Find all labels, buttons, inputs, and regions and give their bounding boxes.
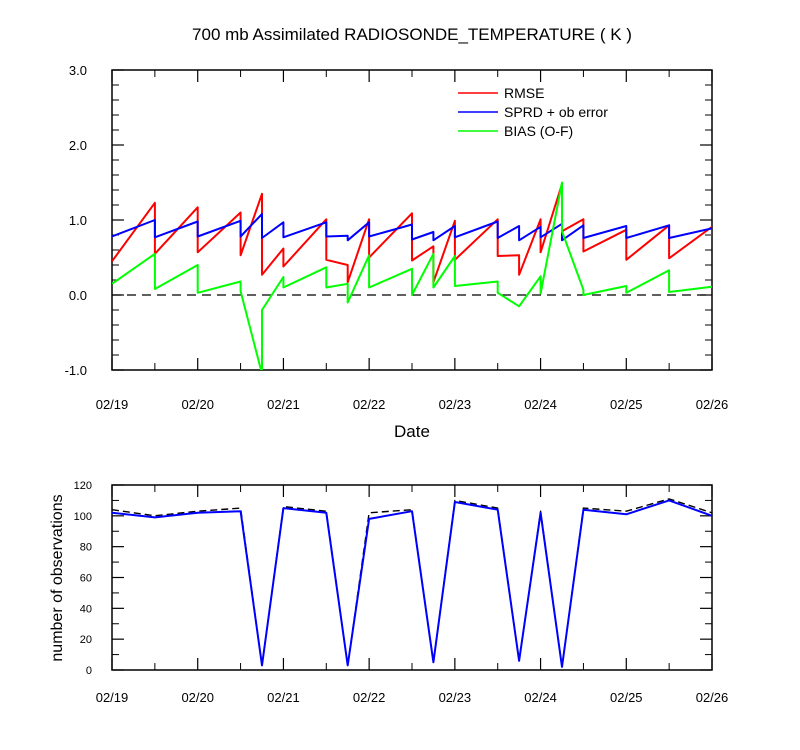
y-axis-label-observations: number of observations xyxy=(49,494,66,661)
top-chart: 700 mb Assimilated RADIOSONDE_TEMPERATUR… xyxy=(65,25,729,441)
bottom-xtick-label: 02/23 xyxy=(439,690,472,705)
top-axis-ticks xyxy=(111,69,713,371)
bottom-ytick-label: 0 xyxy=(86,665,92,677)
legend-label-bias: BIAS (O-F) xyxy=(504,123,573,139)
bottom-x-tick-labels: 02/19 02/20 02/21 02/22 02/23 02/24 02/25 02/26 xyxy=(96,690,729,705)
top-ytick-label: 3.0 xyxy=(69,63,87,78)
top-xtick-label: 02/22 xyxy=(353,397,386,412)
bottom-xtick-label: 02/24 xyxy=(524,690,557,705)
bottom-y-tick-labels: 0 20 40 60 80 100 120 xyxy=(74,480,92,677)
chart-title: 700 mb Assimilated RADIOSONDE_TEMPERATUR… xyxy=(192,25,632,44)
top-ytick-label: -1.0 xyxy=(65,363,87,378)
x-axis-label: Date xyxy=(394,422,430,441)
bottom-xtick-label: 02/19 xyxy=(96,690,129,705)
bottom-xtick-label: 02/25 xyxy=(610,690,643,705)
series-line-obs-used xyxy=(112,499,712,668)
top-ytick-label: 2.0 xyxy=(69,138,87,153)
legend-label-sprd: SPRD + ob error xyxy=(504,104,608,120)
bottom-ytick-label: 100 xyxy=(74,511,92,523)
bottom-ytick-label: 120 xyxy=(74,480,92,492)
top-x-tick-labels: 02/19 02/20 02/21 02/22 02/23 02/24 02/25 02/26 xyxy=(96,397,729,412)
series-line-obs-possible xyxy=(112,498,712,668)
series-line-rmse xyxy=(112,183,712,284)
series-line-bias xyxy=(112,181,712,370)
top-xtick-label: 02/26 xyxy=(696,397,729,412)
bottom-ytick-label: 20 xyxy=(80,634,92,646)
bottom-axis-ticks xyxy=(111,484,713,671)
top-xtick-label: 02/19 xyxy=(96,397,129,412)
top-xtick-label: 02/23 xyxy=(439,397,472,412)
bottom-ytick-label: 60 xyxy=(80,573,92,585)
bottom-xtick-label: 02/26 xyxy=(696,690,729,705)
top-ytick-label: 1.0 xyxy=(69,213,87,228)
bottom-series-group xyxy=(112,498,712,668)
series-line-sprd xyxy=(112,213,712,242)
legend: RMSE SPRD + ob error BIAS (O-F) xyxy=(458,85,608,139)
top-ytick-label: 0.0 xyxy=(69,288,87,303)
legend-label-rmse: RMSE xyxy=(504,85,544,101)
top-xtick-label: 02/24 xyxy=(524,397,557,412)
top-y-tick-labels: -1.0 0.0 1.0 2.0 3.0 xyxy=(65,63,87,378)
bottom-xtick-label: 02/20 xyxy=(181,690,214,705)
bottom-ytick-label: 80 xyxy=(80,542,92,554)
top-series-group xyxy=(112,181,712,370)
top-xtick-label: 02/20 xyxy=(181,397,214,412)
bottom-xtick-label: 02/22 xyxy=(353,690,386,705)
bottom-chart: 0 20 40 60 80 100 120 02/19 02/20 02/21 02/22 02/2… xyxy=(49,480,728,705)
top-xtick-label: 02/21 xyxy=(267,397,300,412)
bottom-xtick-label: 02/21 xyxy=(267,690,300,705)
top-xtick-label: 02/25 xyxy=(610,397,643,412)
bottom-ytick-label: 40 xyxy=(80,603,92,615)
